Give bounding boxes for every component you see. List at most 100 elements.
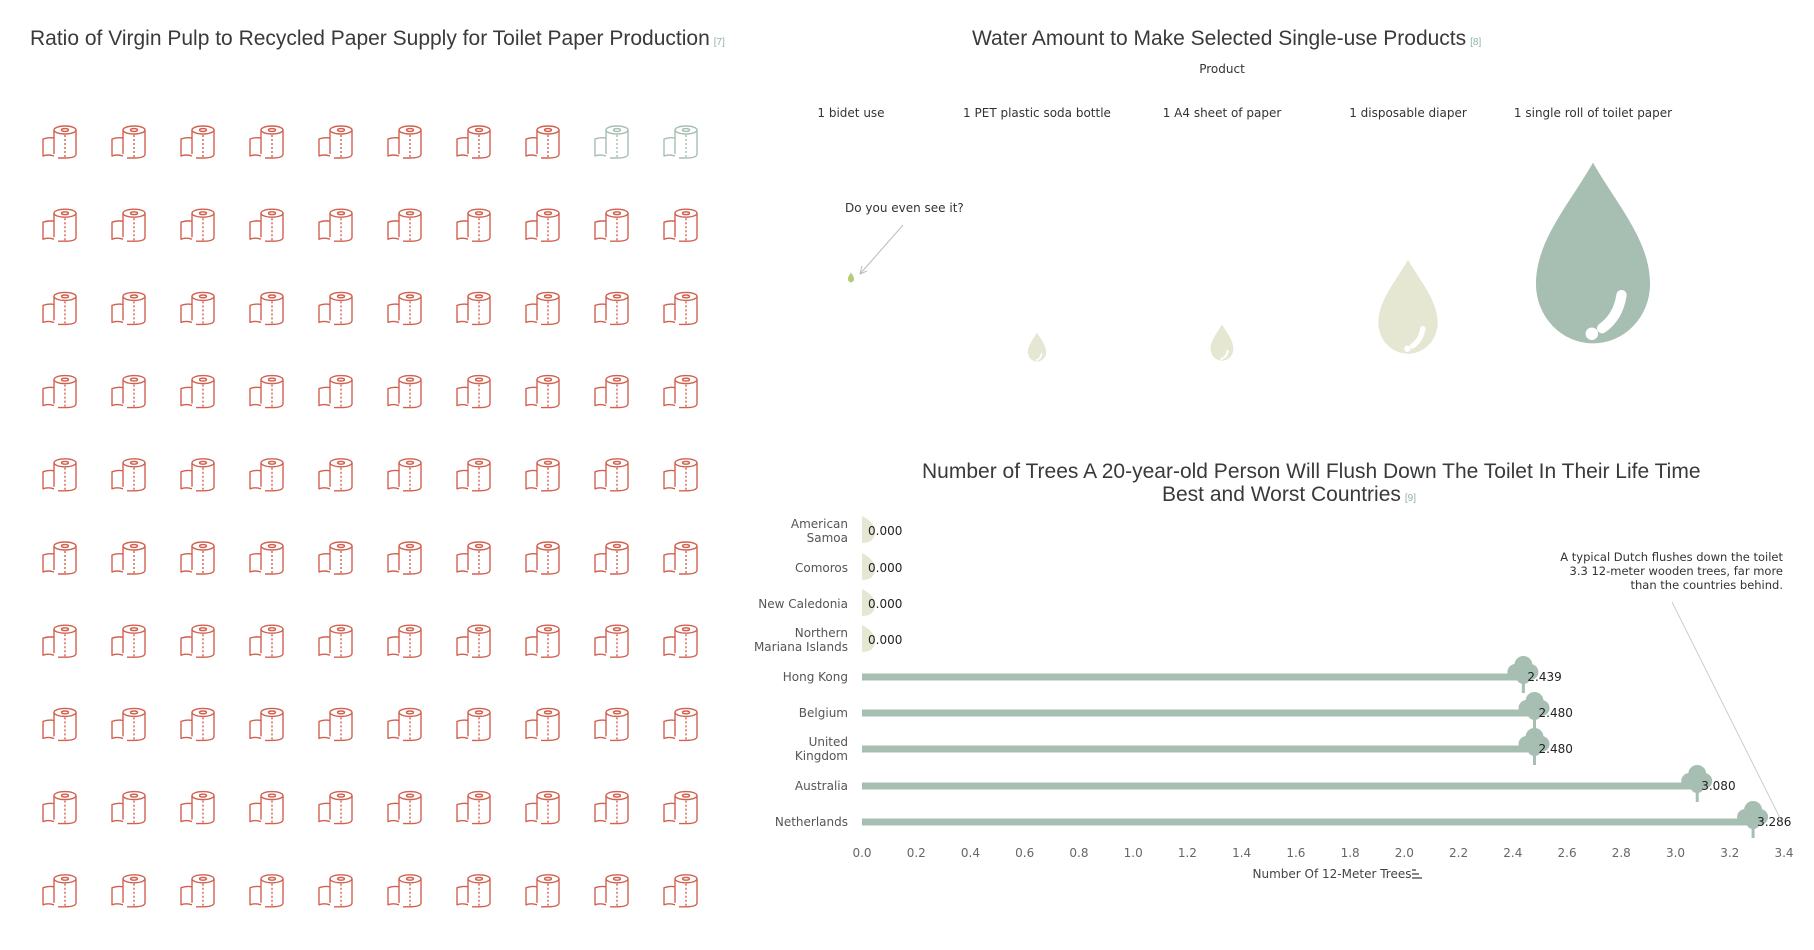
virgin-roll-icon	[387, 707, 422, 742]
virgin-roll-icon	[180, 707, 215, 742]
virgin-roll-icon	[594, 291, 629, 326]
x-tick-label: 3.2	[1720, 846, 1739, 860]
virgin-roll-icon	[456, 374, 491, 409]
virgin-roll-icon	[249, 458, 284, 492]
virgin-roll-icon	[594, 790, 629, 825]
virgin-roll-icon	[111, 458, 146, 492]
virgin-roll-icon	[318, 790, 353, 825]
category-label: Hong Kong	[783, 670, 848, 684]
virgin-roll-icon	[42, 790, 77, 825]
virgin-roll-icon	[42, 374, 77, 409]
virgin-roll-icon	[594, 707, 629, 742]
value-label: 2.480	[1539, 742, 1573, 756]
x-tick-label: 3.4	[1774, 846, 1793, 860]
bar	[862, 673, 1524, 681]
virgin-roll-icon	[318, 624, 353, 658]
x-axis-label: Number Of 12-Meter Trees	[1253, 867, 1412, 881]
netherlands-annotation: A typical Dutch flushes down the toilet	[1560, 550, 1783, 564]
virgin-roll-icon	[42, 291, 77, 326]
virgin-roll-icon	[525, 790, 560, 825]
virgin-roll-icon	[249, 790, 284, 825]
water-axis-label: Product	[1199, 62, 1245, 76]
virgin-roll-icon	[594, 624, 629, 658]
virgin-roll-icon	[456, 125, 491, 159]
virgin-roll-icon	[42, 125, 77, 159]
virgin-roll-icon	[663, 208, 698, 242]
x-tick-label: 1.8	[1341, 846, 1360, 860]
virgin-roll-icon	[594, 208, 629, 242]
drop-highlight-dot	[1404, 345, 1411, 352]
virgin-roll-icon	[42, 624, 77, 658]
virgin-roll-icon	[663, 541, 698, 575]
virgin-roll-icon	[111, 790, 146, 825]
virgin-roll-icon	[249, 541, 284, 575]
x-tick-label: 0.8	[1069, 846, 1088, 860]
category-label: Samoa	[807, 531, 848, 545]
x-tick-label: 2.2	[1449, 846, 1468, 860]
virgin-roll-icon	[180, 624, 215, 658]
virgin-roll-icon	[456, 624, 491, 658]
virgin-roll-icon	[456, 541, 491, 575]
virgin-roll-icon	[42, 458, 77, 492]
virgin-roll-icon	[594, 874, 629, 908]
virgin-roll-icon	[111, 541, 146, 575]
x-tick-label: 0.2	[907, 846, 926, 860]
category-label: Northern	[795, 626, 848, 640]
virgin-roll-icon	[387, 374, 422, 409]
product-label: 1 bidet use	[817, 106, 884, 120]
value-label: 0.000	[868, 633, 902, 647]
virgin-roll-icon	[456, 458, 491, 492]
virgin-roll-icon	[111, 707, 146, 742]
tree-icon	[1518, 728, 1550, 765]
virgin-roll-icon	[387, 208, 422, 242]
tree-icon	[1518, 692, 1550, 729]
value-label: 3.080	[1701, 779, 1735, 793]
virgin-roll-icon	[525, 458, 560, 492]
annotation-arrowhead	[859, 265, 868, 275]
virgin-roll-icon	[663, 291, 698, 326]
x-tick-label: 1.0	[1124, 846, 1143, 860]
recycled-roll-icon	[663, 125, 698, 159]
virgin-roll-icon	[180, 374, 215, 409]
virgin-roll-icon	[525, 125, 560, 159]
virgin-roll-icon	[525, 291, 560, 326]
drop-highlight	[1596, 289, 1627, 334]
virgin-roll-icon	[180, 125, 215, 159]
category-label: Belgium	[799, 706, 848, 720]
virgin-roll-icon	[249, 208, 284, 242]
drop-highlight-dot	[1585, 327, 1599, 340]
virgin-roll-icon	[387, 291, 422, 326]
x-tick-label: 2.6	[1558, 846, 1577, 860]
virgin-roll-icon	[663, 458, 698, 492]
virgin-roll-icon	[42, 874, 77, 908]
x-tick-label: 1.2	[1178, 846, 1197, 860]
x-tick-label: 3.0	[1666, 846, 1685, 860]
x-tick-label: 0.0	[852, 846, 871, 860]
waffle-chart	[42, 125, 698, 908]
netherlands-annotation: 3.3 12-meter wooden trees, far more	[1570, 564, 1783, 578]
virgin-roll-icon	[387, 874, 422, 908]
sort-icon[interactable]	[1412, 869, 1422, 879]
x-tick-label: 0.4	[961, 846, 980, 860]
bar	[862, 709, 1535, 717]
tree-icon	[1507, 656, 1539, 693]
trees-title-line2: Best and Worst Countries [9]	[1162, 483, 1417, 506]
virgin-roll-icon	[42, 541, 77, 575]
value-label: 2.439	[1527, 670, 1561, 684]
virgin-roll-icon	[249, 624, 284, 658]
virgin-roll-icon	[525, 208, 560, 242]
virgin-roll-icon	[387, 624, 422, 658]
virgin-roll-icon	[387, 458, 422, 492]
bar	[862, 818, 1754, 826]
category-label: Netherlands	[775, 815, 848, 829]
virgin-roll-icon	[180, 790, 215, 825]
x-tick-label: 0.6	[1015, 846, 1034, 860]
product-label: 1 disposable diaper	[1349, 106, 1467, 120]
virgin-roll-icon	[318, 291, 353, 326]
virgin-roll-icon	[111, 624, 146, 658]
virgin-roll-icon	[387, 790, 422, 825]
virgin-roll-icon	[318, 374, 353, 409]
virgin-roll-icon	[42, 208, 77, 242]
annotation-arrow	[859, 224, 904, 275]
